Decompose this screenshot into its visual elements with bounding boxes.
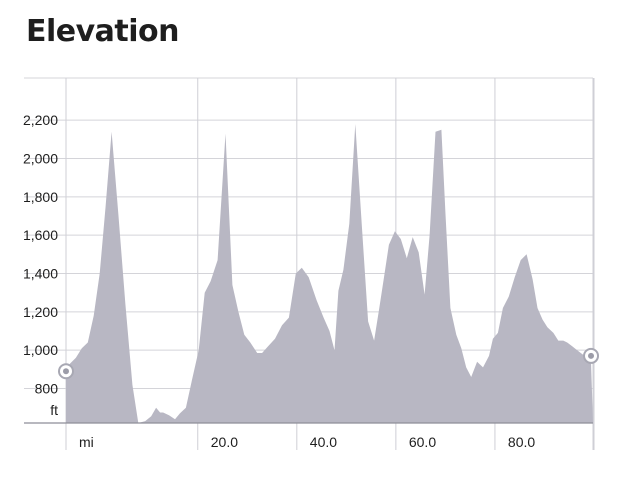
y-tick-label: 800 [35,381,59,397]
marker-dot [588,352,595,359]
x-axis-labels: 20.0 40.0 60.0 80.0 [211,434,536,450]
x-tick-label: 40.0 [310,434,337,450]
x-axis-unit-label: mi [79,434,94,450]
y-tick-label: 1,000 [23,342,58,358]
y-tick-label: 1,800 [23,189,58,205]
y-tick-label: 2,200 [23,112,58,128]
x-tick-label: 60.0 [409,434,436,450]
elevation-area [66,124,593,423]
y-tick-label: 2,000 [23,151,58,167]
y-tick-label: 1,600 [23,227,58,243]
y-tick-label: 1,200 [23,304,58,320]
marker-layer [58,347,600,380]
marker-dot [63,368,69,375]
y-axis-unit-label: ft [50,402,58,418]
x-tick-label: 80.0 [508,434,535,450]
x-tick-label: 20.0 [211,434,238,450]
y-tick-label: 1,400 [23,266,58,282]
page-title: Elevation [26,14,180,49]
area-layer [66,124,593,423]
y-axis-labels: 800 1,000 1,200 1,400 1,600 1,800 2,000 2,200 [23,112,58,396]
